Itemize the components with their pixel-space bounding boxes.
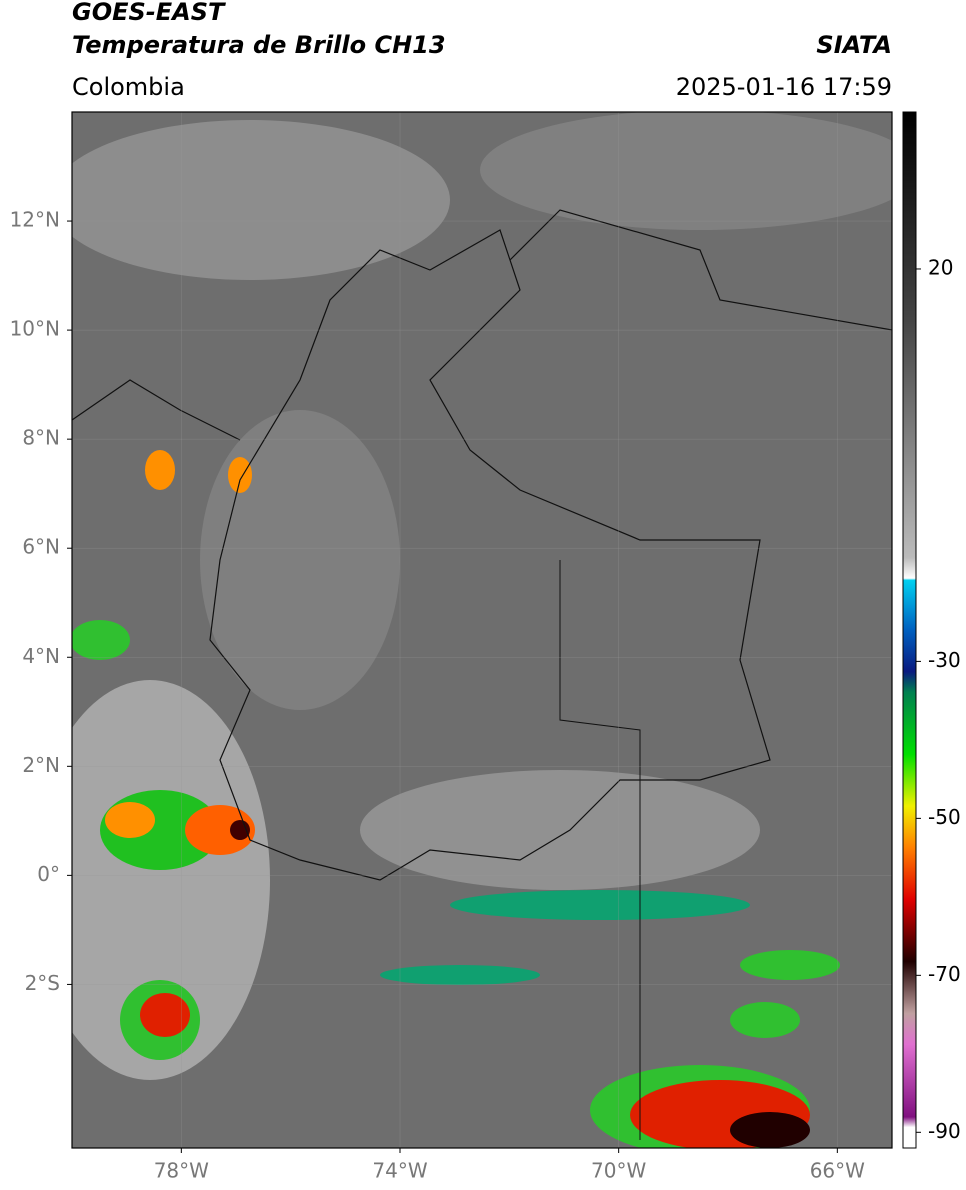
title: GOES-EAST [72, 0, 226, 26]
colorbar-tick-label: 20 [928, 255, 953, 279]
satellite-image [72, 112, 892, 1148]
x-tick-label: 74°W [372, 1159, 427, 1183]
datetime: 2025-01-16 17:59 [676, 73, 892, 101]
y-tick-label: 2°N [22, 753, 60, 777]
map-frame [71, 111, 893, 1149]
colorbar-tick-label: -50 [928, 805, 961, 829]
y-tick-label: 0° [37, 862, 60, 886]
y-tick-label: 2°S [25, 971, 60, 995]
y-tick-label: 12°N [10, 208, 60, 232]
colorbar-tick-label: -30 [928, 648, 961, 672]
x-tick-label: 70°W [591, 1159, 646, 1183]
subtitle: Temperatura de Brillo CH13 [72, 31, 446, 59]
source: SIATA [816, 31, 892, 59]
region: Colombia [72, 73, 185, 101]
y-tick-label: 8°N [22, 426, 60, 450]
colorbar [902, 111, 917, 1149]
y-tick-label: 10°N [10, 317, 60, 341]
x-tick-label: 66°W [810, 1159, 865, 1183]
colorbar-tick-label: -90 [928, 1119, 961, 1143]
x-tick-label: 78°W [154, 1159, 209, 1183]
y-tick-label: 4°N [22, 644, 60, 668]
colorbar-tick-label: -70 [928, 962, 961, 986]
y-tick-label: 6°N [22, 535, 60, 559]
